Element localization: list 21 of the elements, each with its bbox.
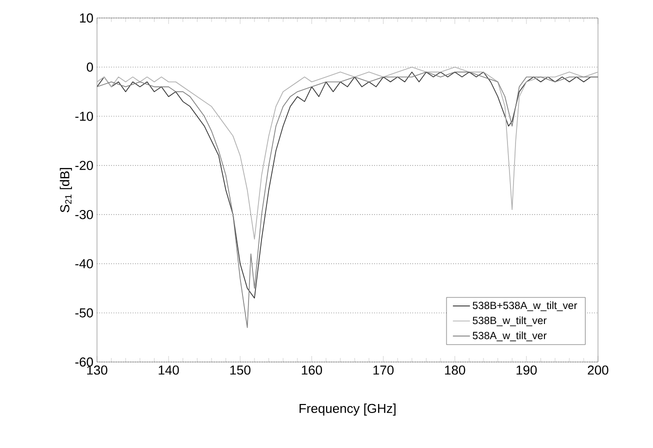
y-tick-label: -10 xyxy=(75,112,93,121)
legend-label: 538B_w_tilt_ver xyxy=(472,316,547,326)
legend-label: 538A_w_tilt_ver xyxy=(472,332,547,342)
y-tick-label: -40 xyxy=(75,259,93,268)
y-tick-label: -50 xyxy=(75,308,93,318)
x-tick-label: 190 xyxy=(516,366,537,375)
y-tick-label: -20 xyxy=(75,160,93,170)
y-axis-title: S$_{21}$ [dB] xyxy=(60,168,72,212)
x-tick-label: 200 xyxy=(588,366,608,375)
y-tick-label: -60 xyxy=(75,357,93,367)
x-tick-label: 180 xyxy=(445,366,466,375)
y-tick-label: 0 xyxy=(86,62,93,72)
x-axis-title: Frequency [GHz] xyxy=(300,404,396,416)
x-tick-label: 150 xyxy=(230,366,250,375)
x-tick-label: 140 xyxy=(158,366,179,375)
y-tick-label: -30 xyxy=(75,210,93,220)
legend-label: 538B+538A_w_tilt_ver xyxy=(472,301,578,312)
x-tick-label: 160 xyxy=(302,366,322,375)
y-tick-label: 10 xyxy=(80,13,93,23)
x-tick-label: 170 xyxy=(373,366,394,375)
x-tick-label: 130 xyxy=(87,366,108,375)
